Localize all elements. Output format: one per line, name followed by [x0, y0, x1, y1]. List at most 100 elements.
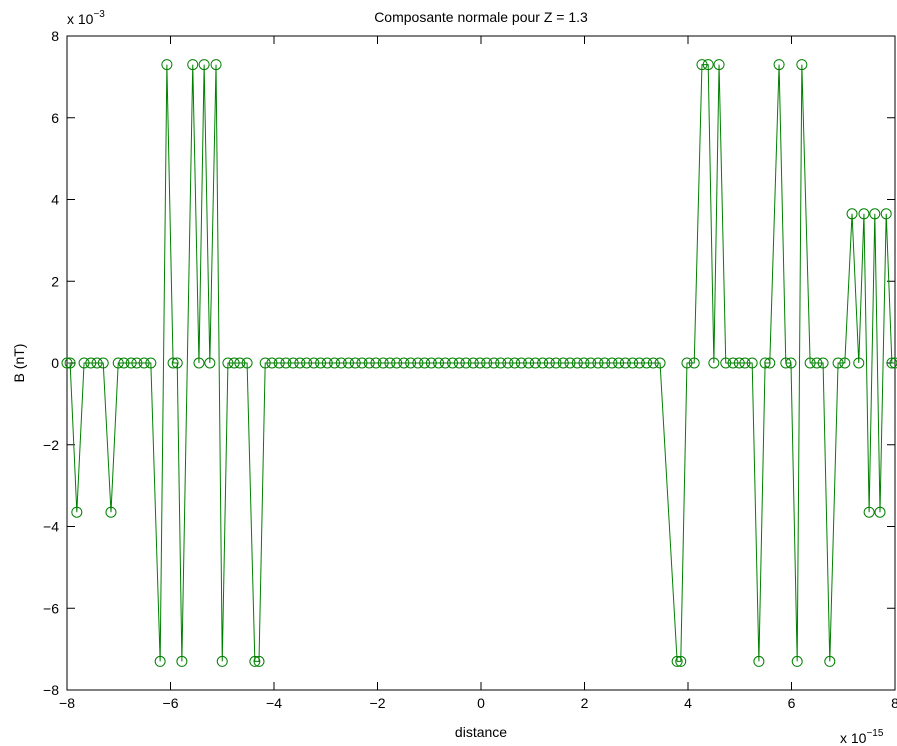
x-tick-label: 6: [788, 695, 796, 711]
data-point: [523, 357, 535, 369]
y-tick-label: −4: [43, 519, 59, 535]
data-point: [138, 357, 150, 369]
data-point: [112, 357, 124, 369]
y-tick-label: 4: [51, 192, 59, 208]
data-point: [308, 357, 320, 369]
y-tick-label: 2: [51, 273, 59, 289]
data-point: [64, 357, 76, 369]
data-point: [874, 506, 886, 518]
x-tick-label: 8: [891, 695, 897, 711]
data-point: [391, 357, 403, 369]
data-point: [321, 357, 333, 369]
data-point: [453, 357, 465, 369]
data-point: [253, 655, 265, 667]
data-point: [654, 357, 666, 369]
data-point: [105, 506, 117, 518]
data-point: [688, 357, 700, 369]
multiplier-base: x 10: [67, 11, 94, 27]
data-point: [720, 357, 732, 369]
data-point: [606, 357, 618, 369]
data-point: [824, 655, 836, 667]
data-line: [67, 64, 895, 662]
data-point: [398, 357, 410, 369]
data-point: [433, 357, 445, 369]
data-point: [619, 357, 631, 369]
y-axis-label: B (nT): [11, 344, 27, 383]
data-point: [187, 59, 199, 71]
y-tick-label: 8: [51, 28, 59, 44]
data-point: [71, 506, 83, 518]
x-tick-label: −6: [163, 695, 179, 711]
data-point: [671, 655, 683, 667]
data-point: [550, 357, 562, 369]
data-point: [853, 357, 865, 369]
data-point: [363, 357, 375, 369]
data-point: [467, 357, 479, 369]
data-point: [343, 357, 355, 369]
data-point: [863, 506, 875, 518]
data-point: [241, 357, 253, 369]
data-point: [335, 357, 347, 369]
data-point: [85, 357, 97, 369]
data-point: [481, 357, 493, 369]
data-point: [647, 357, 659, 369]
data-point: [97, 357, 109, 369]
data-point: [193, 357, 205, 369]
data-point: [543, 357, 555, 369]
data-point: [633, 357, 645, 369]
x-tick-label: 4: [684, 695, 692, 711]
x-tick-label: −4: [266, 695, 282, 711]
data-point: [889, 357, 897, 369]
x-multiplier: x 10−15: [840, 728, 884, 746]
data-point: [405, 357, 417, 369]
data-point: [537, 357, 549, 369]
data-point: [349, 357, 361, 369]
data-point: [495, 357, 507, 369]
data-point: [273, 357, 285, 369]
data-point: [287, 357, 299, 369]
data-point: [811, 357, 823, 369]
data-point: [739, 357, 751, 369]
data-point: [176, 655, 188, 667]
data-point: [488, 357, 500, 369]
data-point: [412, 357, 424, 369]
data-point: [125, 357, 137, 369]
y-tick-label: 0: [51, 355, 59, 371]
data-point: [204, 357, 216, 369]
data-point: [249, 655, 261, 667]
data-point: [259, 357, 271, 369]
data-point: [727, 357, 739, 369]
data-point: [733, 357, 745, 369]
data-point: [474, 357, 486, 369]
data-point: [613, 357, 625, 369]
data-point: [228, 357, 240, 369]
data-point: [294, 357, 306, 369]
data-point: [780, 357, 792, 369]
data-point: [301, 357, 313, 369]
data-point: [759, 357, 771, 369]
data-point: [356, 357, 368, 369]
data-point: [425, 357, 437, 369]
data-point: [529, 357, 541, 369]
data-point: [167, 357, 179, 369]
x-axis-label: distance: [455, 724, 507, 740]
data-point: [91, 357, 103, 369]
data-point: [198, 59, 210, 71]
data-point: [785, 357, 797, 369]
multiplier-base: x 10: [840, 730, 867, 746]
data-point: [846, 208, 858, 220]
y-tick-label: −2: [43, 437, 59, 453]
data-point: [641, 357, 653, 369]
data-point: [753, 655, 765, 667]
data-point: [764, 357, 776, 369]
y-tick-label: −8: [43, 682, 59, 698]
data-point: [447, 357, 459, 369]
data-point: [216, 655, 228, 667]
data-point: [370, 357, 382, 369]
y-tick-label: −6: [43, 600, 59, 616]
y-multiplier: x 10−3: [67, 9, 105, 27]
x-tick-label: 2: [581, 695, 589, 711]
multiplier-exponent: −15: [866, 728, 883, 739]
x-tick-label: −2: [370, 695, 386, 711]
